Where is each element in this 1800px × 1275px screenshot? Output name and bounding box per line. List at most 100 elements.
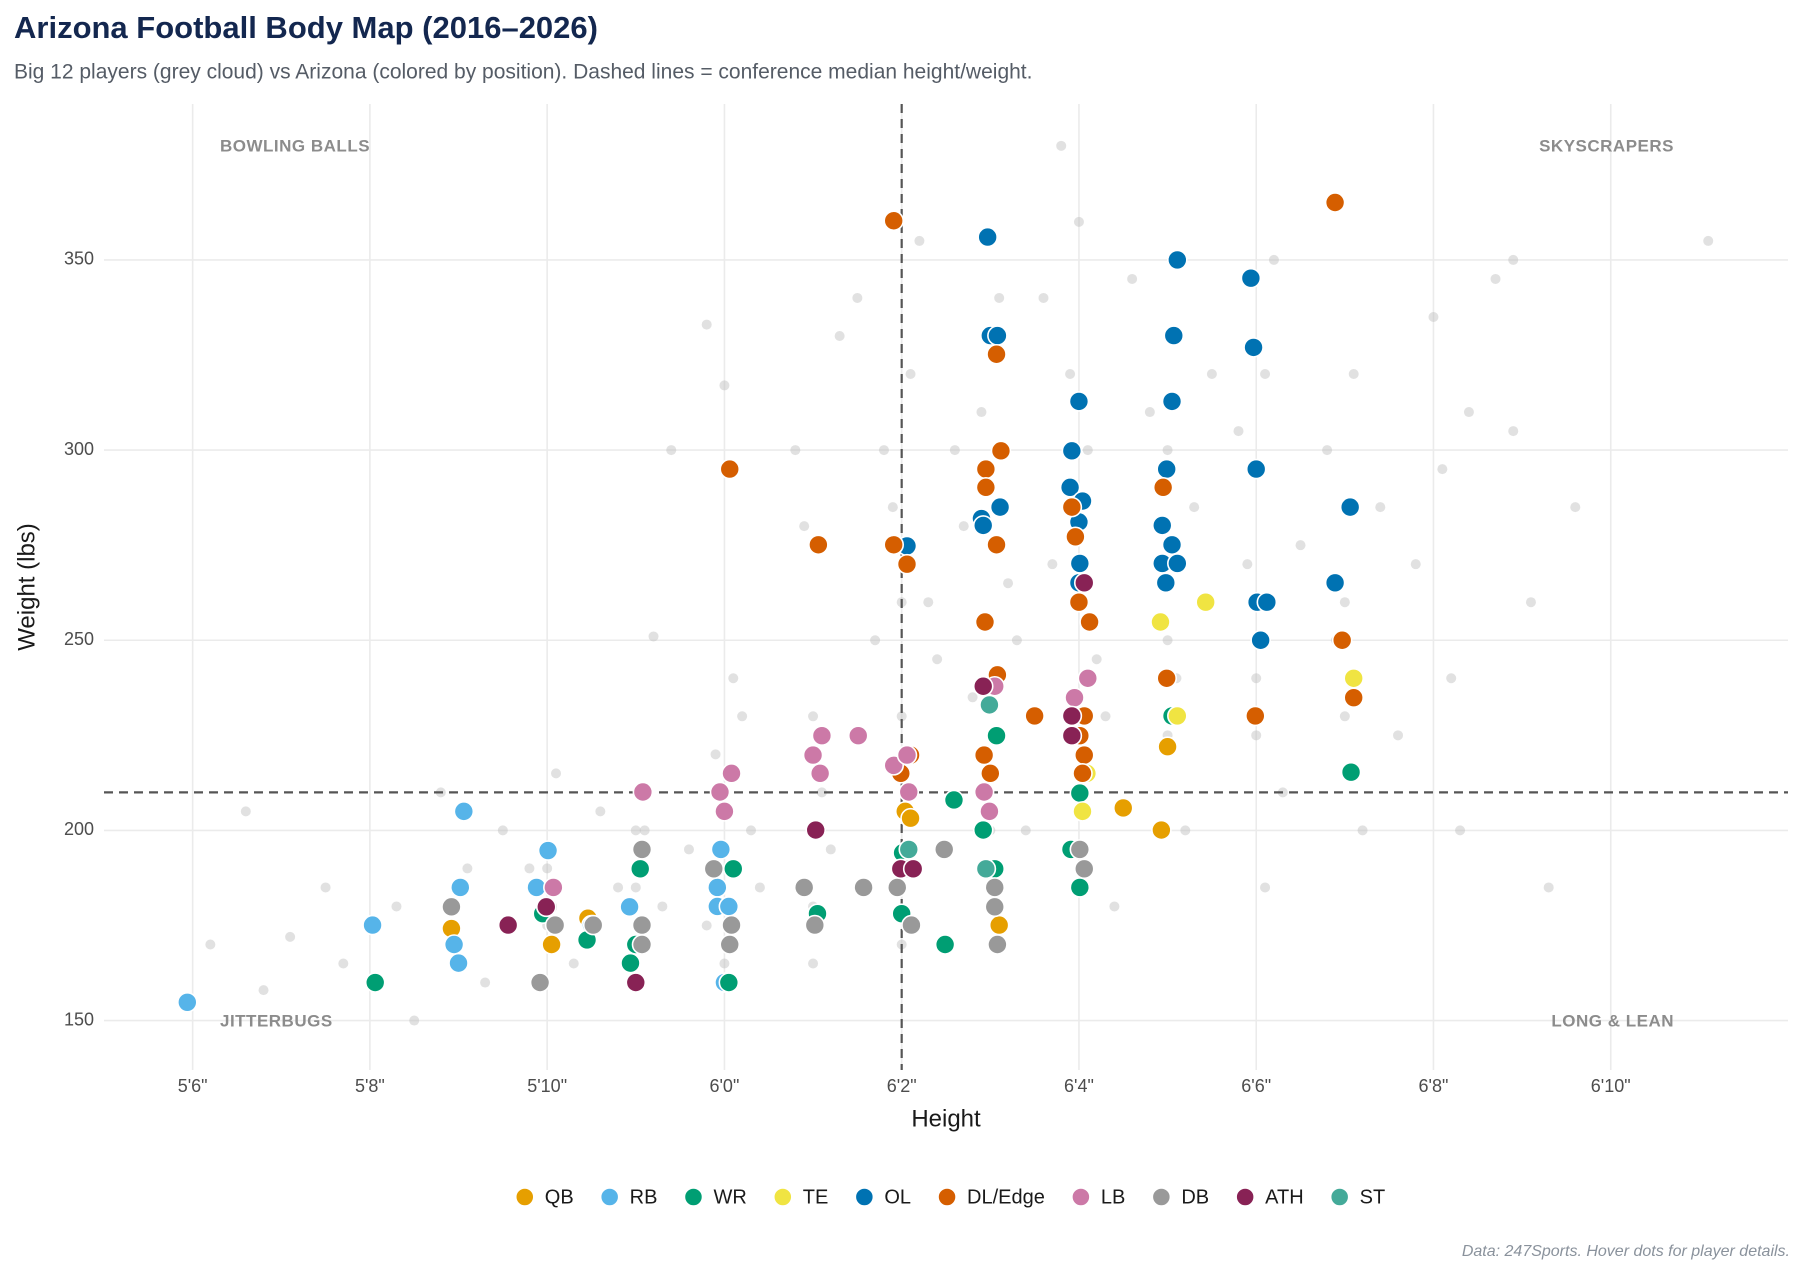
player-dot[interactable] [1152,477,1174,498]
player-dot[interactable] [1245,458,1267,480]
player-dot[interactable] [808,534,829,556]
player-dot[interactable] [1161,534,1183,556]
player-dot[interactable] [709,781,731,803]
player-dot[interactable] [1155,572,1177,594]
player-dot[interactable] [620,952,641,974]
player-dot[interactable] [721,763,742,784]
player-dot[interactable] [543,877,564,898]
player-dot[interactable] [1068,391,1090,412]
player-dot[interactable] [1167,705,1188,727]
player-dot[interactable] [1069,553,1091,574]
player-dot[interactable] [1161,391,1183,412]
player-dot[interactable] [934,934,956,955]
player-dot[interactable] [805,819,827,841]
player-dot[interactable] [1069,782,1091,804]
player-dot[interactable] [529,972,551,993]
player-dot[interactable] [984,896,1006,918]
player-dot[interactable] [886,877,908,898]
player-dot[interactable] [443,934,465,955]
player-dot[interactable] [1343,667,1365,689]
player-dot[interactable] [975,458,997,480]
player-dot[interactable] [177,992,198,1013]
player-dot[interactable] [632,781,654,803]
player-dot[interactable] [537,840,559,861]
player-dot[interactable] [972,675,994,697]
player-dot[interactable] [582,914,604,936]
player-dot[interactable] [1061,705,1083,727]
player-dot[interactable] [721,914,742,936]
player-dot[interactable] [714,801,735,822]
player-dot[interactable] [1151,515,1173,536]
player-dot[interactable] [1069,839,1091,860]
player-dot[interactable] [1195,591,1216,613]
player-dot[interactable] [987,934,1008,955]
player-dot[interactable] [497,914,519,936]
player-dot[interactable] [631,914,653,936]
player-dot[interactable] [972,515,994,536]
player-dot[interactable] [1339,496,1361,518]
player-dot[interactable] [1077,667,1099,689]
player-dot[interactable] [719,458,741,480]
player-dot[interactable] [901,914,922,936]
player-dot[interactable] [453,801,475,822]
player-dot[interactable] [973,781,995,803]
player-dot[interactable] [631,934,653,955]
player-dot[interactable] [625,972,647,993]
player-dot[interactable] [718,972,740,993]
player-dot[interactable] [1245,705,1266,727]
player-dot[interactable] [802,744,824,766]
player-dot[interactable] [1079,611,1100,633]
player-dot[interactable] [1340,761,1362,783]
player-dot[interactable] [619,896,640,918]
player-dot[interactable] [707,877,728,898]
player-dot[interactable] [1068,591,1090,613]
player-dot[interactable] [1073,744,1095,766]
player-dot[interactable] [1064,687,1085,708]
player-dot[interactable] [975,858,997,880]
player-dot[interactable] [364,972,386,993]
player-dot[interactable] [972,819,994,841]
player-dot[interactable] [1150,611,1171,633]
player-dot[interactable] [722,858,744,880]
player-dot[interactable] [974,611,996,633]
player-dot[interactable] [1167,553,1188,574]
player-dot[interactable] [1112,797,1134,819]
player-dot[interactable] [1059,477,1081,498]
player-dot[interactable] [1343,687,1365,708]
player-dot[interactable] [987,325,1008,346]
player-dot[interactable] [847,725,869,747]
player-dot[interactable] [1151,819,1172,841]
player-dot[interactable] [977,226,998,248]
player-dot[interactable] [979,694,1000,716]
player-dot[interactable] [1072,801,1093,822]
player-dot[interactable] [1024,705,1045,727]
player-dot[interactable] [362,914,383,936]
player-dot[interactable] [979,801,1000,822]
player-dot[interactable] [933,839,955,860]
player-dot[interactable] [703,858,725,880]
player-dot[interactable] [1256,591,1278,613]
player-dot[interactable] [1065,526,1086,548]
player-dot[interactable] [1061,725,1083,747]
player-dot[interactable] [943,789,965,811]
player-dot[interactable] [986,725,1007,747]
player-dot[interactable] [544,914,566,936]
player-dot[interactable] [896,744,918,766]
player-dot[interactable] [883,210,905,232]
player-dot[interactable] [1243,337,1264,358]
player-dot[interactable] [448,952,469,974]
player-dot[interactable] [980,763,1001,784]
player-dot[interactable] [989,496,1011,518]
player-dot[interactable] [988,914,1010,936]
player-dot[interactable] [975,477,997,498]
player-dot[interactable] [719,934,741,955]
player-dot[interactable] [1324,572,1346,594]
player-dot[interactable] [631,839,653,860]
player-dot[interactable] [629,858,651,880]
player-dot[interactable] [535,896,557,918]
player-dot[interactable] [441,896,462,918]
player-dot[interactable] [1156,667,1177,689]
player-dot[interactable] [986,343,1007,365]
player-dot[interactable] [1324,192,1346,213]
player-dot[interactable] [1073,572,1095,594]
